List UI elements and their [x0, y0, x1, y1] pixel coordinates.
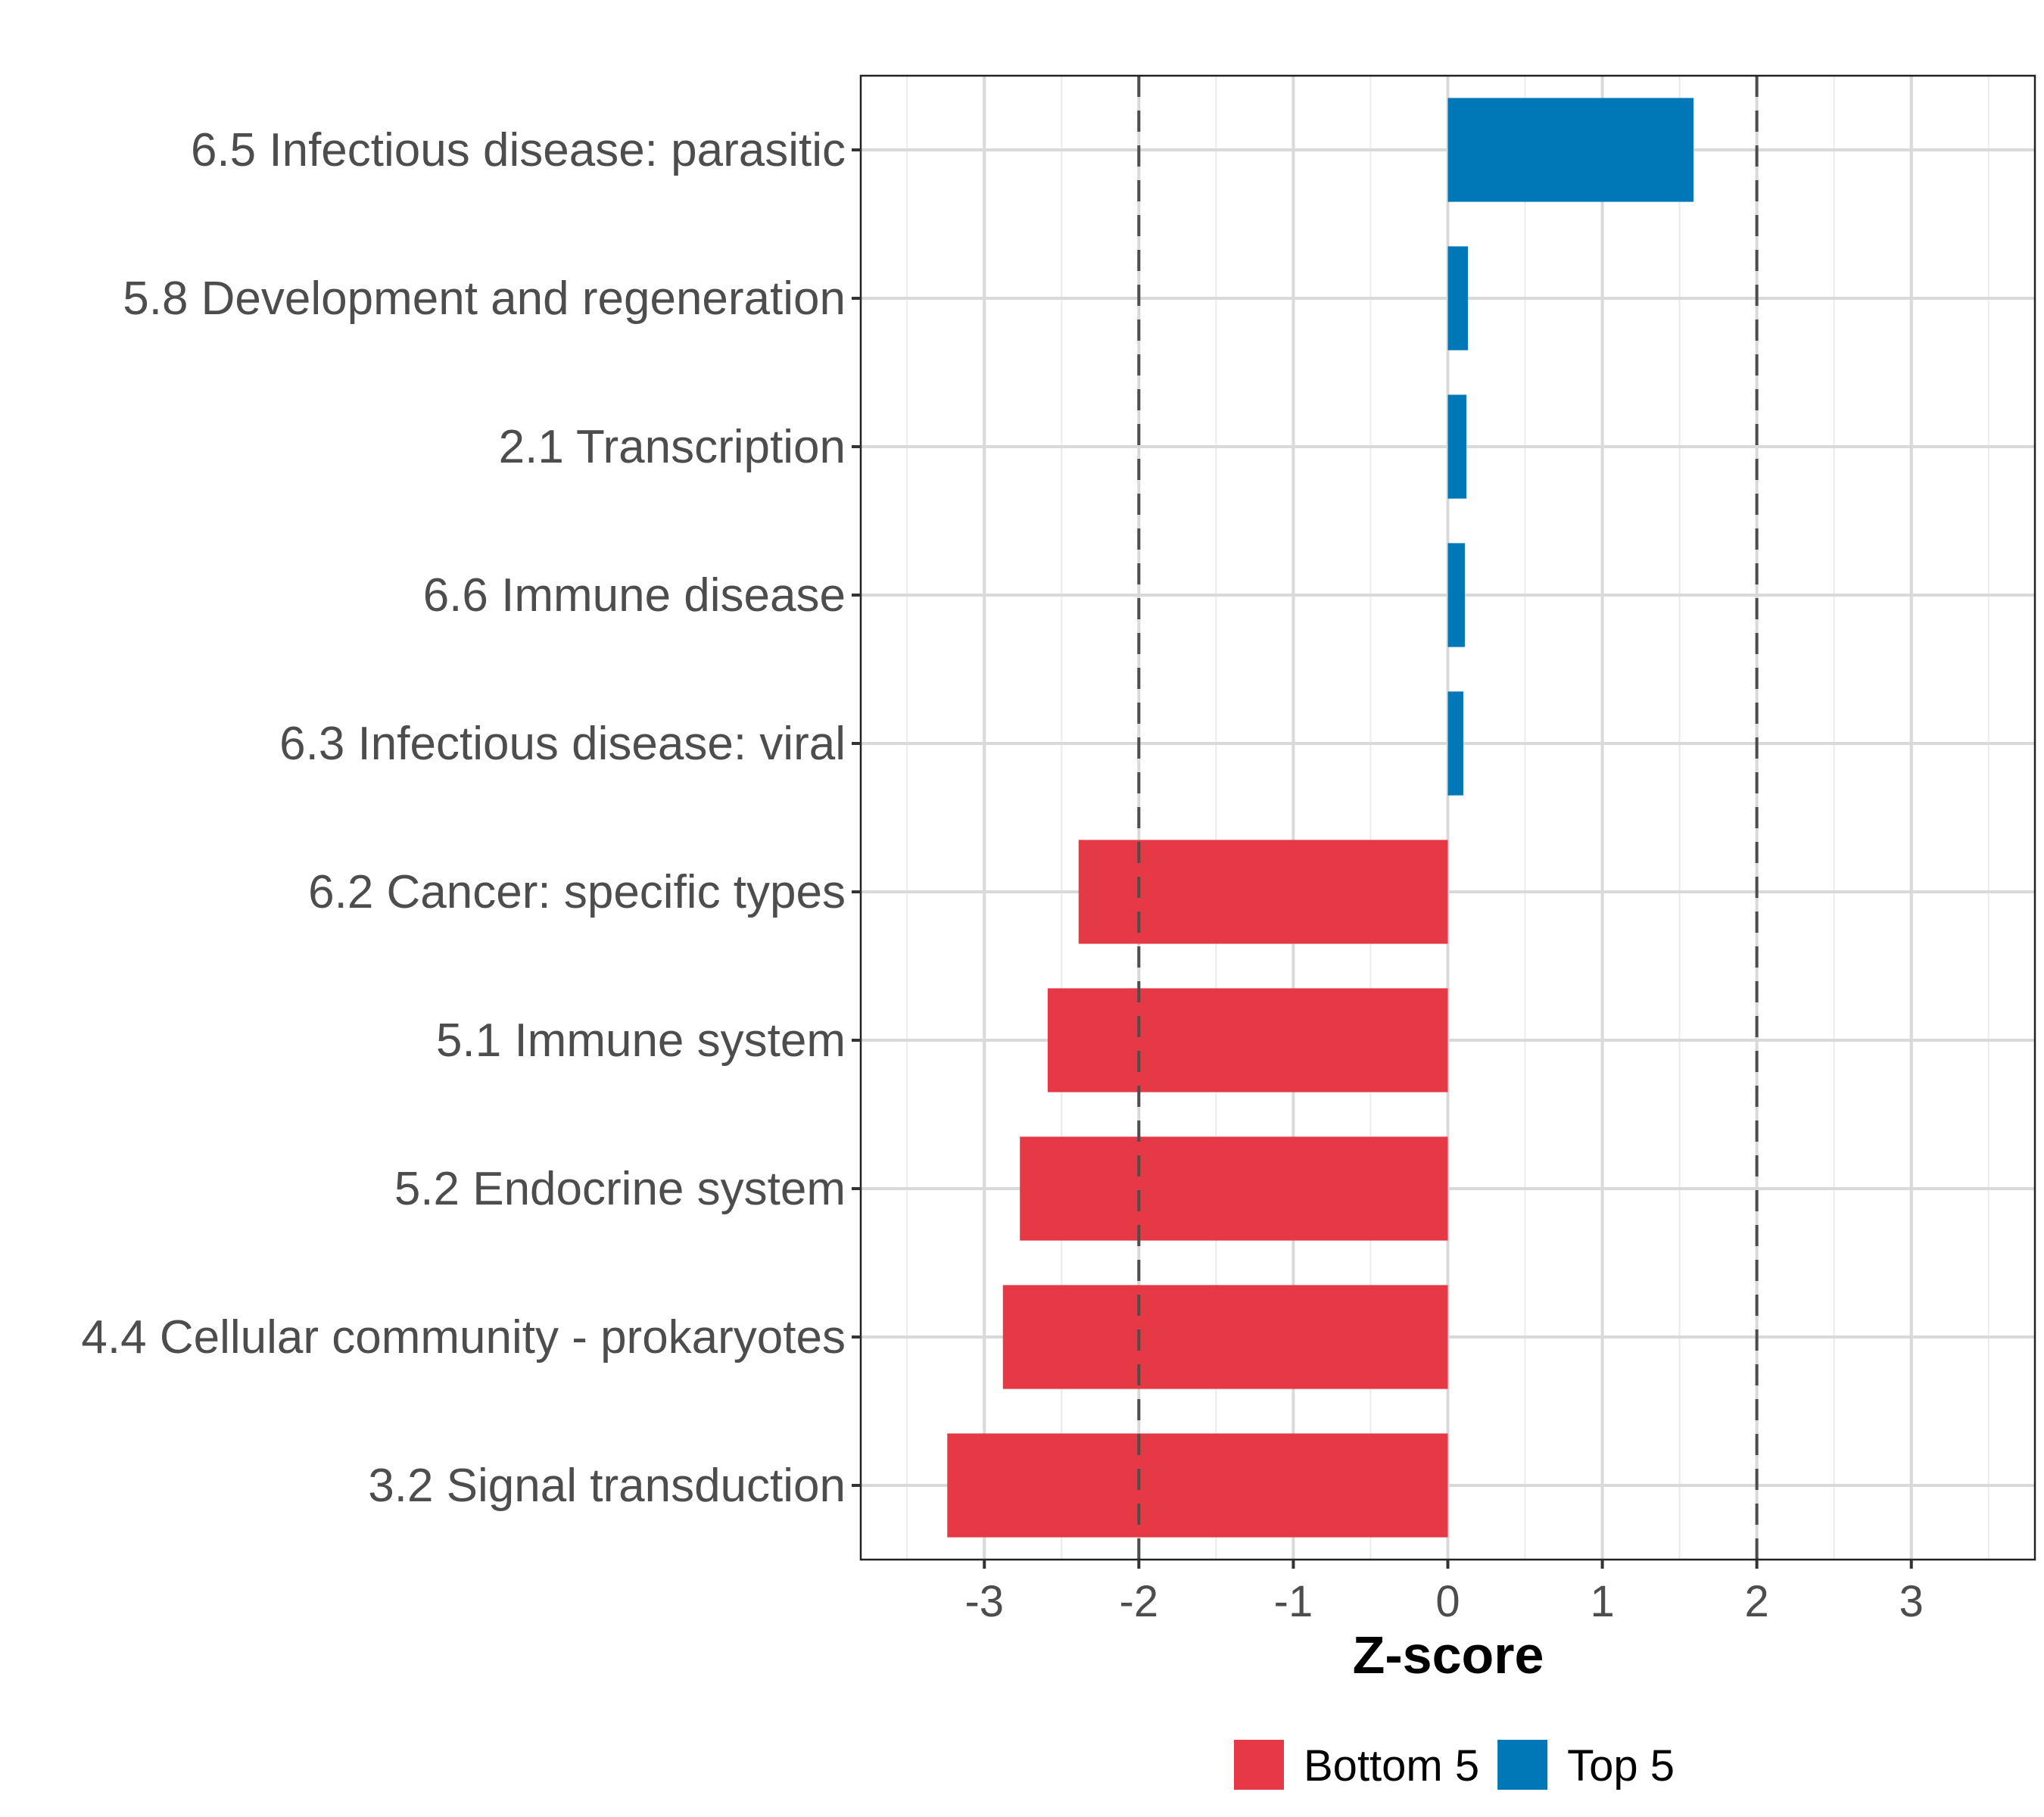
y-tick-label: 2.1 Transcription [499, 421, 846, 473]
legend-label-2: Top 5 [1567, 1741, 1675, 1791]
bar-4 [1447, 543, 1465, 647]
x-tick-label: 2 [1745, 1577, 1769, 1626]
bar-7 [1047, 988, 1448, 1092]
y-tick-label: 6.5 Infectious disease: parasitic [191, 124, 846, 176]
bar-1 [1447, 98, 1693, 202]
legend-label-1: Bottom 5 [1304, 1741, 1479, 1791]
legend-key-2 [1497, 1740, 1548, 1790]
legend-key-1 [1234, 1740, 1284, 1790]
x-axis: -3 -2 -1 0 1 2 3 [964, 1560, 1924, 1626]
x-tick-label: 0 [1435, 1577, 1460, 1626]
y-tick-label: 5.8 Development and regeneration [123, 273, 846, 325]
y-tick-label: 6.2 Cancer: specific types [308, 866, 846, 918]
x-tick-label: -2 [1120, 1577, 1159, 1626]
bar-10 [947, 1433, 1448, 1538]
x-tick-label: -3 [964, 1577, 1004, 1626]
bar-3 [1447, 394, 1466, 499]
y-axis: 6.5 Infectious disease: parasitic 5.8 Dev… [81, 124, 861, 1512]
x-tick-label: 3 [1899, 1577, 1924, 1626]
reference-lines [1137, 76, 1759, 1560]
y-tick-label: 5.1 Immune system [436, 1014, 846, 1067]
legend: Bottom 5 Top 5 [1234, 1740, 1675, 1791]
x-tick-label: -1 [1274, 1577, 1313, 1626]
x-tick-label: 1 [1590, 1577, 1614, 1626]
x-axis-title: Z-score [1353, 1625, 1544, 1685]
bar-9 [1002, 1285, 1448, 1389]
bar-5 [1447, 691, 1463, 796]
bar-6 [1078, 840, 1448, 944]
y-tick-label: 6.6 Immune disease [423, 569, 846, 622]
y-tick-label: 3.2 Signal transduction [368, 1460, 846, 1512]
y-tick-label: 6.3 Infectious disease: viral [279, 718, 846, 770]
bars [947, 98, 1693, 1538]
y-tick-label: 5.2 Endocrine system [394, 1163, 846, 1215]
y-tick-label: 4.4 Cellular community - prokaryotes [81, 1311, 846, 1364]
bar-2 [1447, 246, 1469, 351]
bar-8 [1020, 1136, 1448, 1241]
